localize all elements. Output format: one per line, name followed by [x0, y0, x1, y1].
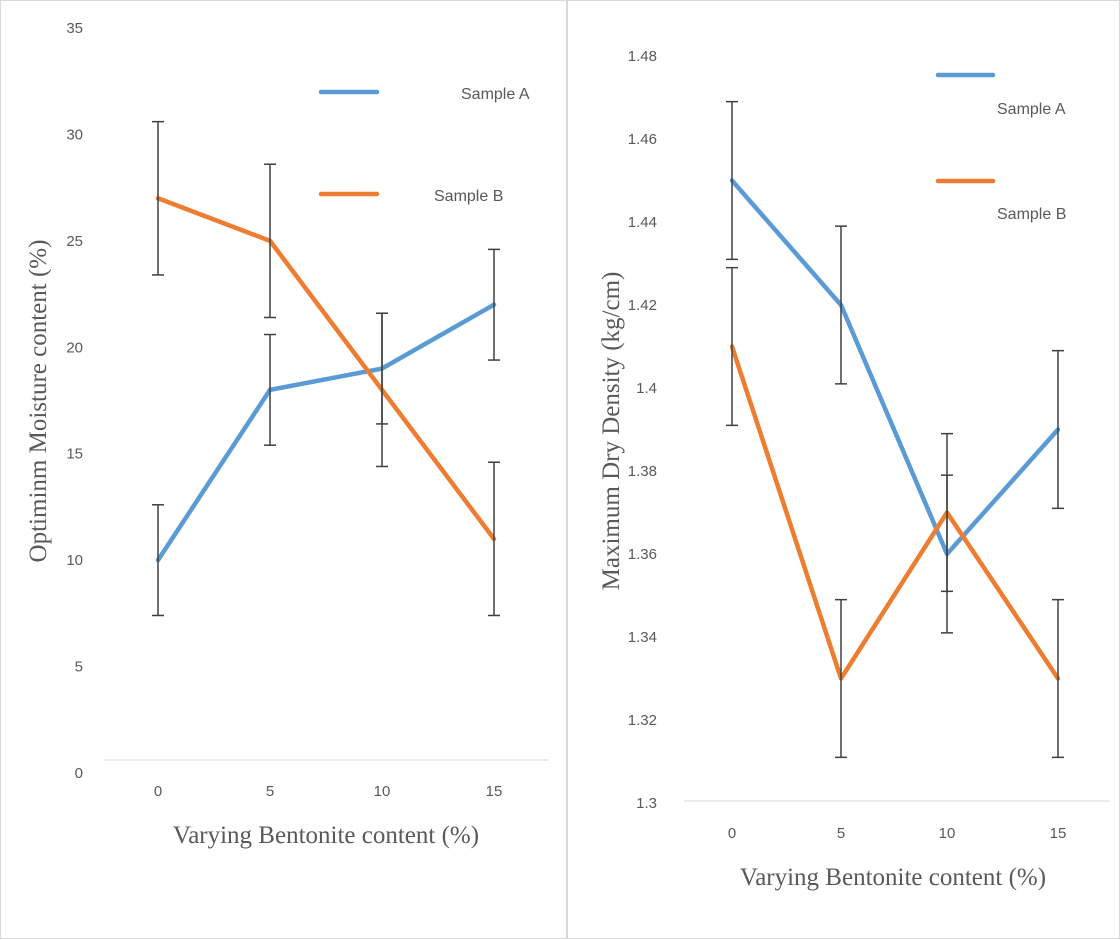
sample-a-line	[155, 302, 497, 563]
sample-b-error-bar	[152, 120, 164, 276]
y-tick-label: 35	[66, 20, 83, 37]
y-tick-label: 0	[75, 765, 83, 782]
y-tick-label: 30	[66, 126, 83, 143]
y-tick-label: 1.3	[636, 795, 657, 812]
sample-a-error-bar	[1052, 349, 1064, 510]
y-tick-label: 1.4	[636, 380, 657, 397]
sample-a-error-bar	[152, 504, 164, 617]
sample-b-error-bar	[941, 432, 953, 593]
sample-a-line	[729, 178, 1061, 557]
sample-b-line	[729, 344, 1061, 681]
x-tick-label: 5	[837, 825, 845, 842]
chart-panel-right: 1.3 1.32 1.34 1.36 1.38 1.4 1.42 1.44 1.46 1.48 0 5…	[567, 0, 1120, 939]
y-tick-label: 1.34	[628, 629, 657, 646]
sample-a-error-bar	[835, 225, 847, 385]
x-tick-label: 0	[728, 825, 736, 842]
sample-b-line	[155, 196, 497, 542]
y-tick-label: 1.32	[628, 712, 657, 729]
legend-label-sample-b: Sample B	[997, 206, 1066, 223]
chart-panel-left: 0 5 10 15 20 25 30 35 0 5 10 15 Sample A Sample B Vary…	[0, 0, 567, 939]
y-tick-label: 1.38	[628, 463, 657, 480]
sample-b-error-bar	[488, 461, 500, 617]
y-axis-title: Optiminm Moisture content (%)	[25, 240, 52, 563]
y-tick-label: 5	[75, 659, 83, 676]
x-axis-title: Varying Bentonite content (%)	[173, 822, 479, 849]
sample-b-error-bar	[726, 266, 738, 427]
y-tick-label: 10	[66, 552, 83, 569]
legend-label-sample-b: Sample B	[434, 188, 503, 205]
y-tick-label: 1.44	[628, 214, 657, 231]
x-axis-title: Varying Bentonite content (%)	[740, 864, 1046, 891]
x-tick-label: 0	[154, 783, 162, 800]
x-tick-label: 15	[486, 783, 503, 800]
x-tick-label: 5	[266, 783, 274, 800]
x-tick-label: 10	[374, 783, 391, 800]
y-tick-label: 20	[66, 339, 83, 356]
sample-b-error-bar	[376, 312, 388, 468]
moisture-chart: 0 5 10 15 20 25 30 35 0 5 10 15 Sample A Sample B Vary…	[25, 20, 549, 849]
x-tick-label: 15	[1050, 825, 1067, 842]
legend-label-sample-a: Sample A	[997, 101, 1066, 118]
y-tick-label: 25	[66, 233, 83, 250]
y-tick-label: 1.46	[628, 131, 657, 148]
y-tick-label: 15	[66, 446, 83, 463]
sample-b-error-bar	[835, 598, 847, 759]
sample-a-error-bar	[264, 333, 276, 446]
x-tick-label: 10	[939, 825, 956, 842]
y-tick-label: 1.36	[628, 546, 657, 563]
y-tick-label: 1.42	[628, 297, 657, 314]
sample-b-error-bar	[264, 163, 276, 319]
sample-a-error-bar	[726, 100, 738, 261]
legend-label-sample-a: Sample A	[461, 86, 530, 103]
sample-b-error-bar	[1052, 598, 1064, 759]
y-axis-title: Maximum Dry Density (kg/cm)	[598, 272, 625, 591]
density-chart: 1.3 1.32 1.34 1.36 1.38 1.4 1.42 1.44 1.46 1.48 0 5…	[598, 48, 1110, 891]
sample-a-error-bar	[488, 248, 500, 361]
y-tick-label: 1.48	[628, 48, 657, 65]
